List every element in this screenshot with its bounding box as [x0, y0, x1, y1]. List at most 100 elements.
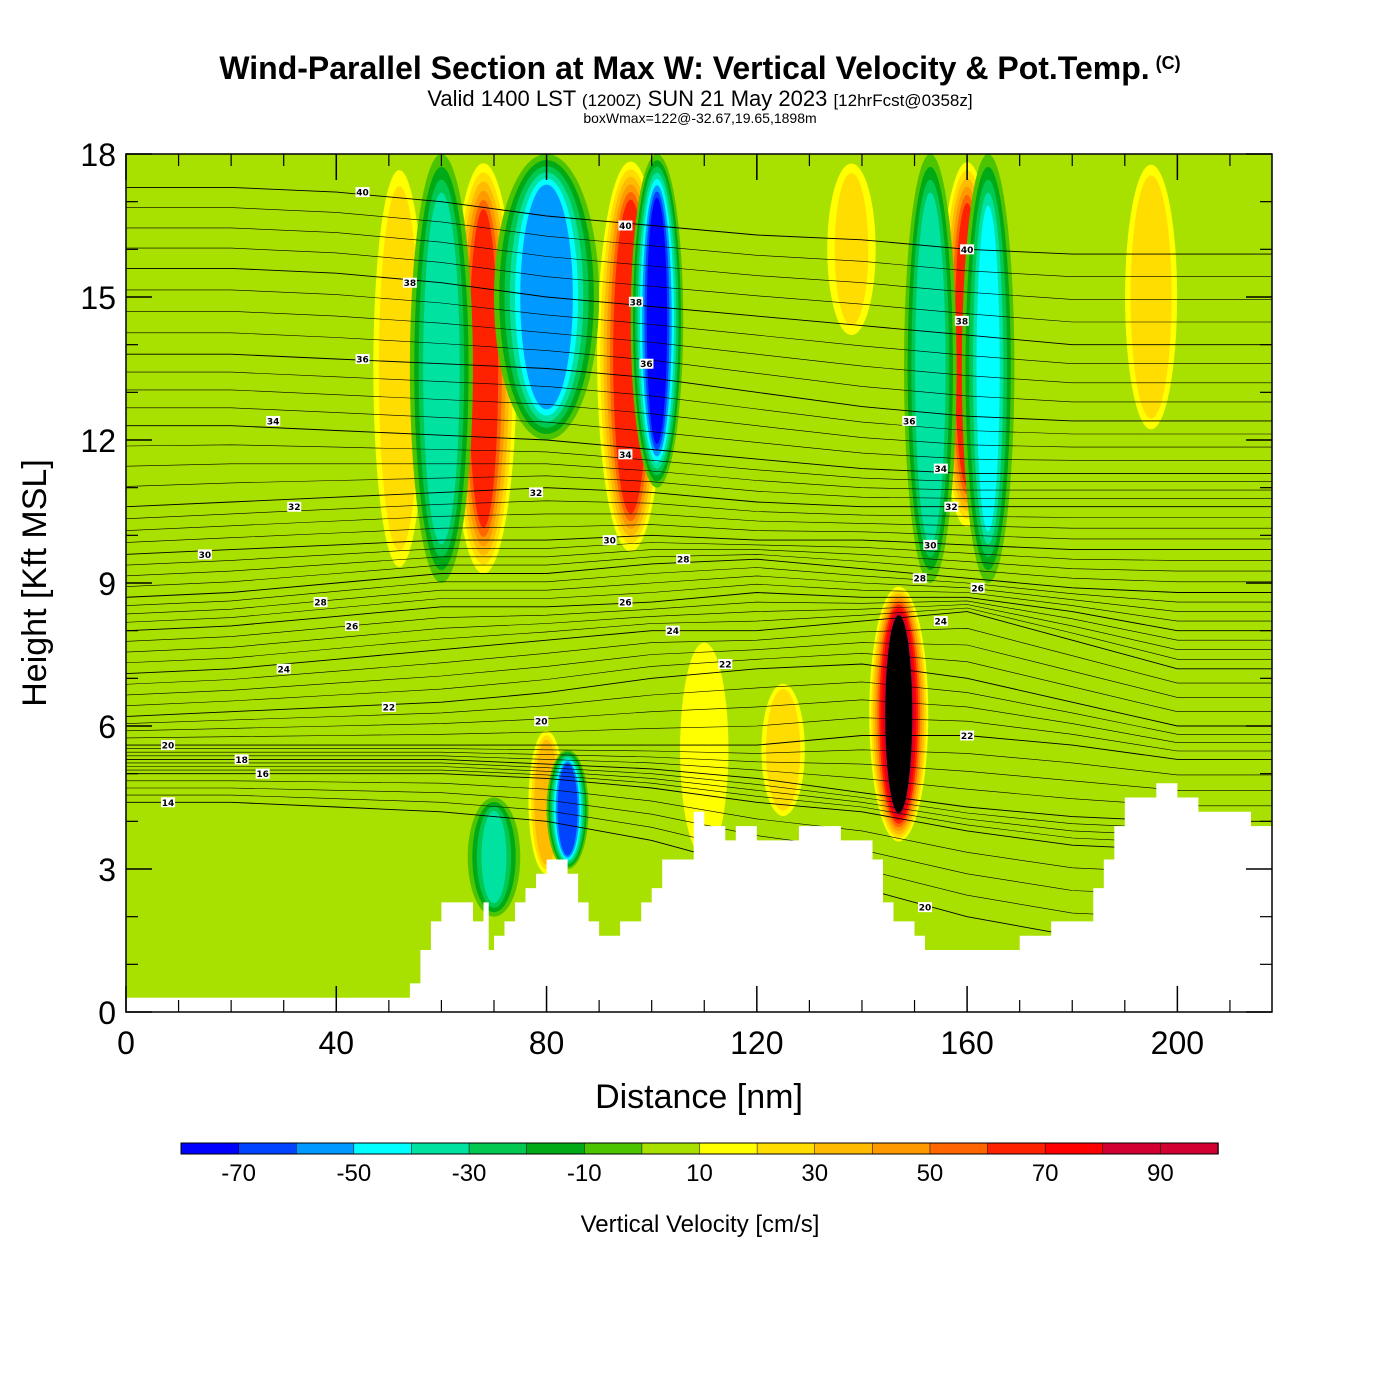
svg-text:28: 28 [914, 575, 927, 585]
svg-text:38: 38 [404, 279, 417, 289]
colorbar-swatch [756, 1142, 816, 1155]
chart-subtitle: Valid 1400 LST (1200Z) SUN 21 May 2023 [… [0, 86, 1400, 112]
contour-label-40: 40 [960, 244, 975, 256]
contour-label-24: 24 [276, 663, 291, 675]
y-axis-title: Height [Kft MSL] [16, 459, 54, 707]
theta-contour-minor [126, 463, 1272, 491]
theta-contour-minor [126, 513, 1272, 531]
svg-text:24: 24 [666, 627, 679, 637]
svg-text:40: 40 [961, 246, 974, 256]
svg-text:36: 36 [903, 417, 916, 427]
theta-contour-minor [126, 766, 1272, 836]
theta-contour-16 [126, 773, 1272, 851]
svg-text:24: 24 [277, 665, 290, 675]
contour-label-24: 24 [665, 625, 680, 637]
svg-text:28: 28 [314, 599, 327, 609]
theta-contour-minor [126, 475, 1272, 499]
contour-label-34: 34 [266, 415, 281, 427]
contour-label-38: 38 [402, 277, 417, 289]
contour-label-38: 38 [628, 296, 643, 308]
colorbar-swatch [814, 1142, 874, 1155]
valid-date: SUN 21 May 2023 [647, 86, 828, 111]
svg-text:38: 38 [956, 317, 969, 327]
x-tick-label: 200 [1151, 1025, 1204, 1061]
theta-contour-34 [126, 425, 1272, 474]
svg-text:20: 20 [535, 718, 548, 728]
svg-text:22: 22 [719, 661, 732, 671]
downdraft-cell [559, 765, 576, 854]
updraft-cell [384, 202, 415, 535]
colorbar-swatch [238, 1142, 297, 1155]
colorbar-swatch [353, 1142, 413, 1155]
colorbar-frame [180, 1142, 1219, 1155]
colorbar-swatch [1160, 1142, 1219, 1155]
updraft-cell [887, 618, 911, 810]
svg-text:34: 34 [619, 451, 632, 461]
copyright-mark: (C) [1155, 53, 1181, 73]
theta-contour-24 [126, 611, 1272, 675]
svg-text:26: 26 [971, 584, 984, 594]
theta-contour-minor [126, 604, 1272, 653]
theta-contour-38 [126, 267, 1272, 346]
colorbar-tick-label: 70 [1032, 1160, 1059, 1187]
colorbar-swatch [641, 1142, 701, 1155]
colorbar-tick-label: -30 [452, 1160, 487, 1187]
colorbar-swatch [411, 1142, 470, 1155]
theta-contour-minor [126, 780, 1272, 873]
x-axis-title: Distance [nm] [595, 1078, 803, 1116]
colorbar-tick-label: -50 [336, 1160, 371, 1187]
theta-contour-minor [126, 524, 1272, 543]
y-tick-label: 15 [80, 280, 116, 316]
colorbar-tick-label: -10 [567, 1160, 602, 1187]
contour-label-38: 38 [954, 315, 969, 327]
contour-label-28: 28 [676, 554, 691, 566]
svg-text:30: 30 [603, 537, 616, 547]
colorbar-swatch [1044, 1142, 1104, 1155]
theta-contour-32 [126, 487, 1272, 508]
theta-contour-minor [126, 332, 1272, 403]
svg-text:34: 34 [935, 465, 948, 475]
theta-contour-18 [126, 758, 1272, 822]
svg-text:22: 22 [961, 732, 974, 742]
theta-contour-36 [126, 353, 1272, 422]
svg-text:20: 20 [919, 904, 932, 914]
contour-label-32: 32 [944, 501, 959, 513]
theta-contour-26 [126, 592, 1272, 632]
theta-contour-28 [126, 558, 1272, 598]
colorbar-swatch [526, 1142, 586, 1155]
downdraft-cell [427, 205, 456, 532]
y-tick-label: 6 [98, 709, 116, 745]
theta-contour-minor [126, 751, 1272, 791]
colorbar-swatch [584, 1142, 643, 1155]
contour-label-30: 30 [923, 539, 938, 551]
y-tick-label: 12 [80, 423, 116, 459]
colorbar-swatch [468, 1142, 528, 1155]
x-tick-label: 80 [529, 1025, 565, 1061]
downdraft-cell [646, 197, 668, 444]
theta-contour-22 [126, 663, 1272, 727]
contour-label-20: 20 [161, 740, 176, 752]
contour-label-26: 26 [345, 620, 360, 632]
y-tick-label: 9 [98, 566, 116, 602]
theta-contour-minor [126, 607, 1272, 664]
contour-label-26: 26 [970, 582, 985, 594]
x-tick-label: 120 [730, 1025, 783, 1061]
contour-label-24: 24 [933, 616, 948, 628]
updraft-cell [834, 173, 869, 326]
contour-label-22: 22 [718, 659, 733, 671]
svg-text:40: 40 [356, 189, 369, 199]
contour-label-30: 30 [602, 535, 617, 547]
theta-contour-minor [126, 500, 1272, 519]
contour-label-20: 20 [534, 716, 549, 728]
theta-contour-minor [126, 755, 1272, 807]
contour-label-36: 36 [902, 415, 917, 427]
svg-text:28: 28 [677, 556, 690, 566]
contour-label-34: 34 [618, 449, 633, 461]
contour-label-40: 40 [618, 220, 633, 232]
svg-text:30: 30 [199, 551, 212, 561]
downdraft-cell [918, 205, 942, 532]
svg-text:40: 40 [619, 222, 632, 232]
chart-title: Wind-Parallel Section at Max W: Vertical… [0, 50, 1400, 87]
